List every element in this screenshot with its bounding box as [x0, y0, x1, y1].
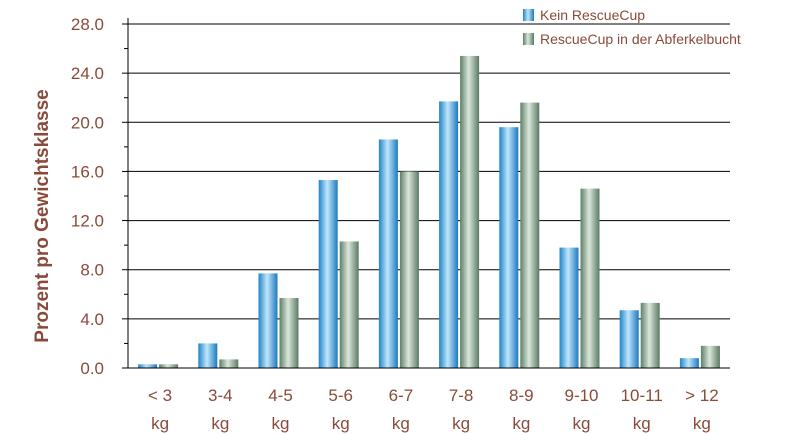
legend-swatch-1	[523, 33, 534, 45]
y-tick-labels: 0.0 4.0 8.0 12.0 16.0 20.0 24.0 28.0	[71, 15, 104, 378]
x-tick-label: 3-4	[208, 386, 233, 405]
x-tick-label: kg	[573, 414, 591, 433]
legend-label-1: RescueCup in der Abferkelbucht	[540, 31, 741, 47]
bar-rescuecup-5	[460, 55, 480, 368]
bar-kein-rescuecup-7	[559, 247, 579, 368]
legend-label-0: Kein RescueCup	[540, 7, 645, 23]
x-tick-label: 9-10	[564, 386, 598, 405]
y-axis-label: Prozent pro Gewichtsklasse	[32, 89, 53, 342]
y-tick-label: 20.0	[71, 113, 104, 132]
legend: Kein RescueCup RescueCup in der Abferkelb…	[523, 7, 741, 47]
x-tick-label: kg	[452, 414, 470, 433]
bar-rescuecup-6	[520, 102, 540, 368]
axes	[122, 18, 730, 369]
bar-kein-rescuecup-8	[619, 310, 639, 368]
x-tick-labels: < 3 kg 3-4 kg 4-5 kg 5-6 kg 6-7 kg 7-8 kg 8-9 kg 9-10 k…	[148, 386, 719, 433]
x-tick-label: < 3	[148, 386, 172, 405]
bar-rescuecup-4	[399, 171, 419, 368]
bar-rescuecup-1	[219, 359, 239, 368]
bar-rescuecup-8	[640, 302, 660, 368]
gridlines	[128, 23, 730, 320]
bar-kein-rescuecup-3	[318, 180, 338, 368]
x-tick-label: kg	[693, 414, 711, 433]
y-tick-label: 4.0	[80, 310, 104, 329]
y-tick-label: 16.0	[71, 162, 104, 181]
bar-kein-rescuecup-9	[679, 358, 699, 368]
x-tick-label: kg	[512, 414, 530, 433]
x-tick-label: kg	[392, 414, 410, 433]
x-tick-label: kg	[633, 414, 651, 433]
bar-kein-rescuecup-5	[439, 101, 459, 369]
x-tick-label: 7-8	[449, 386, 474, 405]
bar-kein-rescuecup-2	[258, 273, 278, 368]
y-tick-label: 0.0	[80, 359, 104, 378]
bar-rescuecup-9	[700, 345, 720, 368]
y-tick-label: 24.0	[71, 64, 104, 83]
legend-swatch-0	[523, 9, 534, 21]
bar-rescuecup-7	[580, 188, 600, 368]
x-tick-label: kg	[151, 414, 169, 433]
x-tick-label: > 12	[685, 386, 719, 405]
x-tick-label: 8-9	[509, 386, 534, 405]
x-tick-label: kg	[332, 414, 350, 433]
bar-kein-rescuecup-4	[378, 139, 398, 368]
x-tick-label: kg	[272, 414, 290, 433]
x-tick-label: 10-11	[621, 386, 663, 405]
y-tick-label: 12.0	[71, 212, 104, 231]
bar-kein-rescuecup-6	[499, 127, 519, 368]
x-tick-label: 5-6	[328, 386, 353, 405]
x-tick-label: kg	[211, 414, 229, 433]
bar-rescuecup-3	[339, 241, 359, 368]
bars	[138, 55, 720, 369]
bar-rescuecup-2	[279, 297, 299, 368]
x-tick-label: 4-5	[268, 386, 293, 405]
bar-kein-rescuecup-1	[198, 343, 218, 368]
x-tick-label: 6-7	[389, 386, 414, 405]
y-tick-label: 8.0	[80, 261, 104, 280]
y-tick-label: 28.0	[71, 15, 104, 34]
bar-rescuecup-0	[159, 364, 179, 368]
bar-kein-rescuecup-0	[138, 364, 158, 368]
